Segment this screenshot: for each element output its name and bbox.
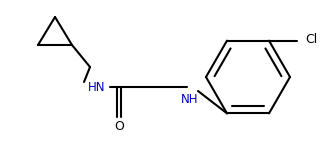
Text: O: O xyxy=(114,121,124,133)
Text: Cl: Cl xyxy=(305,33,317,46)
Text: NH: NH xyxy=(181,93,199,106)
Text: HN: HN xyxy=(88,80,106,94)
